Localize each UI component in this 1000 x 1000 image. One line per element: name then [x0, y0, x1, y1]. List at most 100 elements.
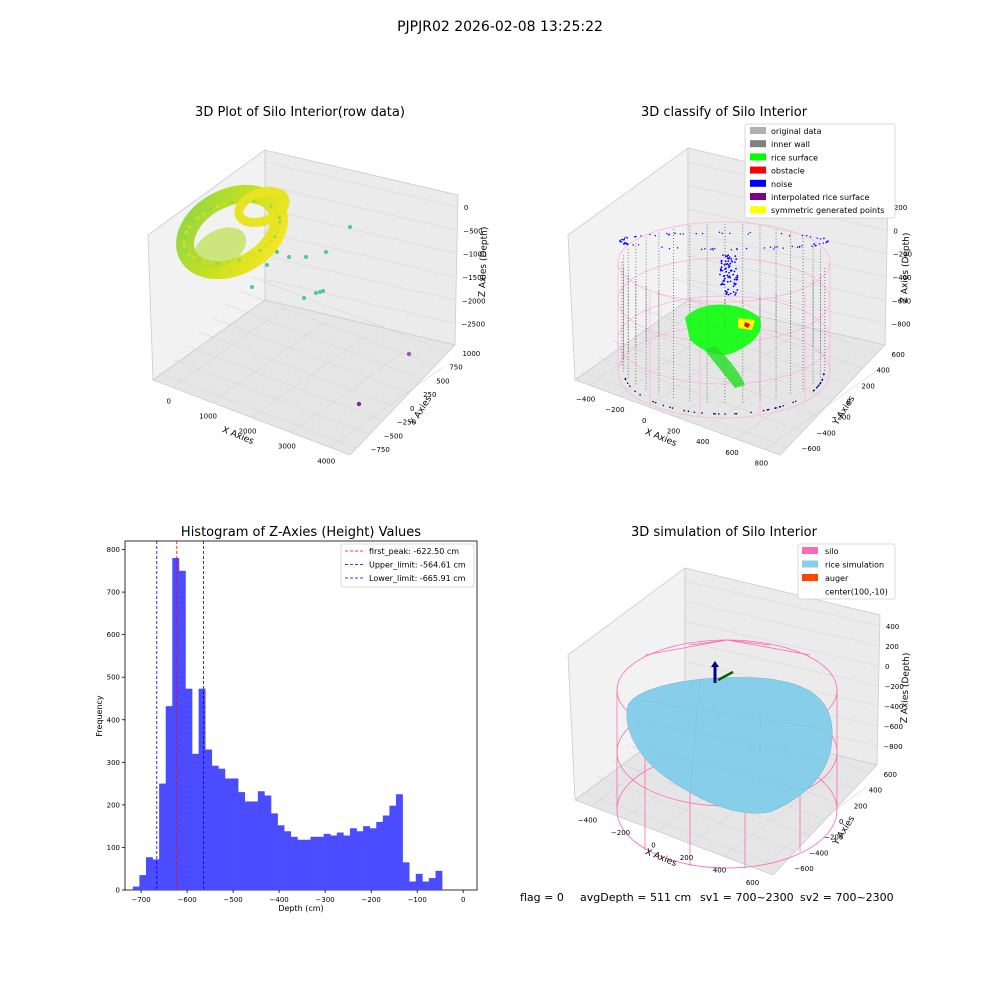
noise-point — [619, 240, 621, 243]
legend-swatch — [750, 166, 766, 174]
z-tick-label: −800 — [891, 321, 910, 329]
noise-point — [728, 256, 731, 259]
data-point — [208, 208, 212, 212]
gridline — [683, 620, 880, 667]
noise-point — [736, 278, 739, 281]
axis-label-y: Frequency — [95, 695, 104, 737]
noise-point — [724, 413, 726, 415]
noise-point — [735, 292, 737, 294]
noise-point — [778, 406, 781, 408]
y-tick-label: −200 — [832, 414, 851, 422]
gridline — [706, 347, 820, 429]
noise-point — [734, 255, 737, 258]
histogram-bar — [297, 839, 305, 890]
x-tick-label: 2000 — [239, 428, 257, 436]
noise-point — [729, 262, 732, 265]
noise-point — [720, 268, 722, 270]
gridline — [172, 359, 370, 435]
histogram-bar — [198, 688, 206, 890]
noise-point — [623, 239, 625, 241]
y-tick-label: 100 — [107, 844, 120, 852]
gridline — [264, 161, 458, 208]
panel-histogram: Histogram of Z-Axies (Height) Values −70… — [95, 525, 478, 913]
noise-point — [723, 283, 726, 286]
noise-point — [724, 260, 727, 263]
data-point — [314, 291, 318, 295]
gridline — [225, 304, 423, 380]
noise-point — [710, 248, 712, 251]
axis-label-y: Y Axies — [831, 394, 857, 428]
noise-point — [676, 247, 679, 249]
gridline — [723, 774, 834, 857]
histogram-bar — [257, 791, 265, 890]
noise-point — [700, 248, 703, 251]
z-tick-label: 200 — [894, 204, 907, 212]
noise-point — [823, 372, 825, 375]
y-tick-label: 400 — [107, 716, 120, 724]
noise-point — [736, 276, 739, 279]
noise-point — [747, 233, 749, 235]
noise-point — [727, 276, 730, 279]
data-point — [187, 253, 191, 257]
noise-point — [654, 234, 657, 237]
noise-point — [671, 407, 674, 409]
data-point — [222, 202, 226, 206]
noise-point — [649, 233, 651, 236]
x-tick-label: 400 — [696, 438, 709, 446]
noise-point — [624, 243, 626, 245]
noise-point — [827, 241, 829, 243]
scatter-sparse-points — [182, 198, 412, 407]
legend-swatch — [802, 547, 818, 554]
y-tick-label: 0 — [116, 887, 120, 895]
noise-point — [729, 276, 731, 279]
axis-ticks: −700 −600 −500 −400 −300 −200 −100 0 0 100 200 300 4… — [107, 546, 466, 904]
z-tick-label: −1500 — [462, 274, 486, 282]
noise-point — [623, 237, 626, 240]
z-tick-label: −500 — [463, 227, 482, 235]
y-tick-label: −250 — [397, 419, 416, 427]
noise-point — [683, 409, 685, 412]
z-tick-label: 0 — [464, 204, 468, 212]
x-tick-label: −200 — [605, 406, 624, 414]
noise-point — [717, 413, 720, 415]
x-tick-label: 1000 — [199, 413, 217, 421]
noise-point — [723, 279, 726, 282]
noise-point — [734, 261, 736, 264]
data-point — [184, 230, 188, 234]
noise-point — [714, 413, 716, 415]
noise-point — [632, 244, 634, 246]
noise-point — [722, 254, 724, 257]
noise-point — [726, 274, 729, 277]
data-point — [304, 255, 308, 259]
histogram-bar — [224, 778, 232, 890]
panel-raw-3d: 3D Plot of Silo Interior(row data) 0 1000… — [147, 105, 490, 466]
noise-point — [724, 277, 726, 280]
x-tick-label: 4000 — [317, 458, 335, 466]
noise-point — [811, 245, 813, 247]
noise-point — [750, 411, 752, 414]
noise-point — [687, 410, 690, 413]
noise-point — [669, 406, 671, 409]
noise-point — [652, 400, 654, 403]
noise-point — [726, 280, 729, 283]
noise-point — [695, 232, 697, 235]
data-point — [277, 225, 281, 229]
histogram-bar — [231, 778, 239, 890]
histogram-bar — [435, 870, 443, 890]
histogram-bar — [396, 794, 403, 890]
y-tick-label: 400 — [877, 367, 890, 375]
histogram-bar — [415, 873, 423, 890]
noise-point — [725, 267, 727, 270]
noise-point — [735, 267, 737, 270]
noise-point — [749, 231, 751, 234]
noise-point — [816, 385, 819, 388]
legend-swatch — [750, 127, 766, 134]
histogram-bar — [192, 753, 199, 890]
gridline — [686, 231, 887, 278]
x-tick-label: −500 — [224, 896, 243, 904]
noise-point — [826, 240, 828, 243]
histogram-bar — [409, 881, 417, 890]
y-tick-label: −200 — [824, 834, 843, 842]
histogram-bar — [336, 832, 344, 890]
noise-point — [818, 384, 820, 387]
